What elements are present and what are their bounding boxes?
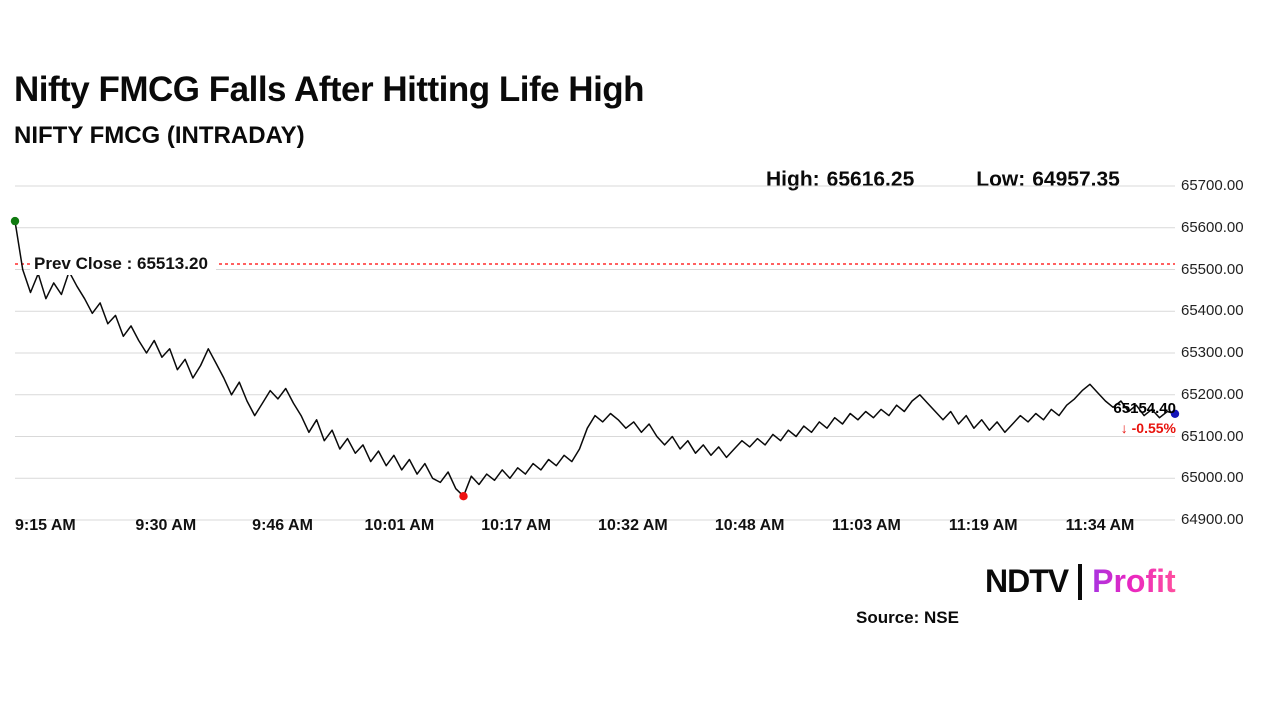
last-price-annotation: 65154.40 ↓ -0.55% <box>1113 398 1176 439</box>
low-label: Low: <box>976 168 1026 191</box>
x-axis-tick: 10:48 AM <box>714 517 785 534</box>
ndtv-logo-text: NDTV <box>985 563 1069 599</box>
low-stat: Low: 64957.35 <box>976 168 1120 192</box>
x-axis-tick: 11:19 AM <box>948 517 1018 534</box>
x-axis-tick: 9:30 AM <box>135 517 197 534</box>
x-axis-tick: 9:15 AM <box>15 517 76 534</box>
x-axis-tick: 10:32 AM <box>598 517 668 534</box>
y-axis: 65700.00 65600.00 65500.00 65400.00 65300.00… <box>1181 0 1271 719</box>
last-price-value: 65154.40 <box>1113 400 1176 417</box>
y-axis-tick: 65200.00 <box>1181 385 1244 403</box>
start-marker <box>10 216 20 226</box>
ndtv-profit-logo: NDTV Profit <box>985 563 1176 600</box>
y-axis-tick: 65700.00 <box>1181 177 1244 194</box>
y-axis-tick: 65300.00 <box>1181 344 1244 361</box>
y-axis-tick: 65500.00 <box>1181 260 1244 278</box>
x-axis-tick: 11:34 AM <box>1065 517 1135 534</box>
y-axis-tick: 65400.00 <box>1181 302 1244 320</box>
y-axis-tick: 64900.00 <box>1181 511 1244 528</box>
x-axis-tick: 10:01 AM <box>364 517 435 534</box>
price-line <box>14 220 1176 497</box>
high-stat: High: 65616.25 <box>766 168 914 192</box>
x-axis-tick: 9:46 AM <box>252 517 313 534</box>
price-chart <box>10 185 1180 521</box>
last-price-change: ↓ -0.55% <box>1120 420 1176 436</box>
logo-separator-bar <box>1078 563 1083 600</box>
y-axis-tick: 65600.00 <box>1181 218 1244 236</box>
high-low-row: High: 65616.25 Low: 64957.35 <box>766 168 1120 192</box>
profit-logo-text: Profit <box>1092 563 1176 599</box>
y-axis-tick: 65100.00 <box>1181 427 1244 445</box>
high-label: High: <box>766 168 820 191</box>
price-line-chart <box>10 185 1180 521</box>
x-axis: 9:15 AM 9:30 AM 9:46 AM 10:01 AM 10:17 AM 10:… <box>15 517 1175 541</box>
x-axis-tick: 11:03 AM <box>832 517 901 534</box>
end-marker <box>1170 409 1180 418</box>
high-value: 65616.25 <box>826 168 915 191</box>
source-text: Source: NSE <box>856 608 959 627</box>
page-title: Nifty FMCG Falls After Hitting Life High <box>14 70 645 109</box>
low-marker <box>459 492 468 501</box>
y-axis-tick: 65000.00 <box>1181 469 1244 487</box>
x-axis-tick: 10:17 AM <box>481 517 551 534</box>
low-value: 64957.35 <box>1032 168 1120 191</box>
chart-subtitle: NIFTY FMCG (INTRADAY) <box>14 122 305 149</box>
prev-close-label: Prev Close : 65513.20 <box>30 252 216 275</box>
